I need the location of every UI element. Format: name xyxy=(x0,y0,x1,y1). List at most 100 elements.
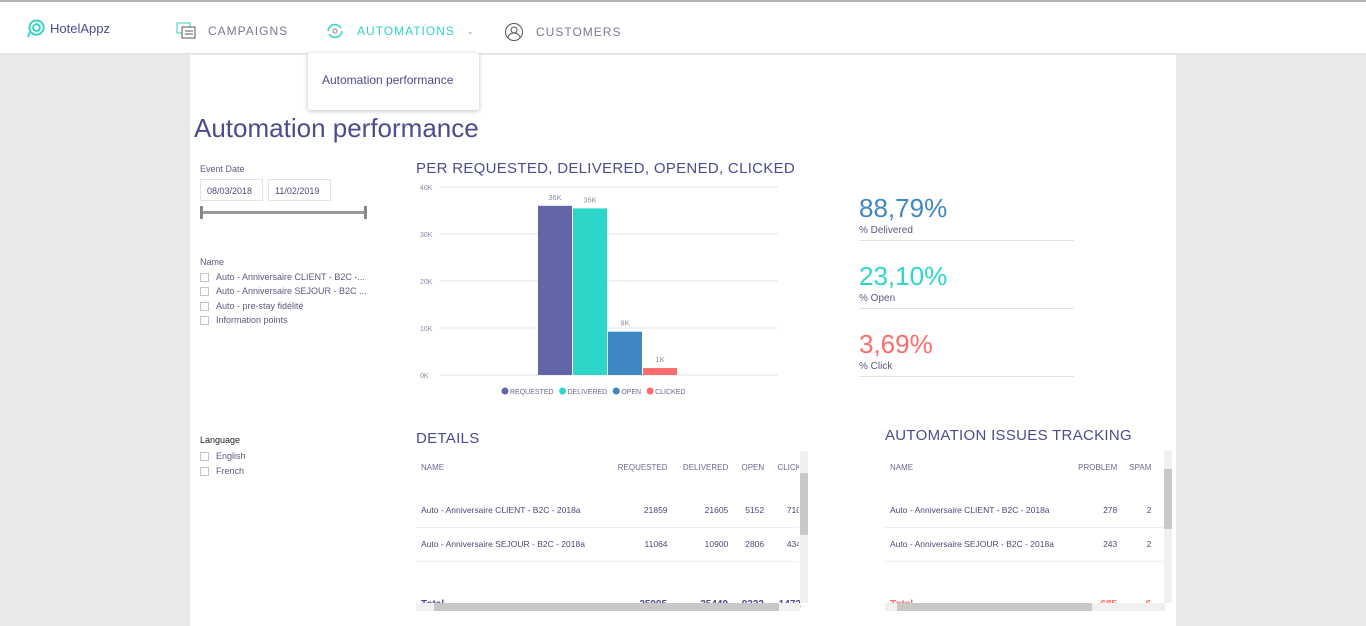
legend-label: CLICKED xyxy=(655,389,685,396)
name-filter-label: Name xyxy=(200,257,225,267)
issues-horizontal-scrollbar[interactable] xyxy=(885,603,1165,611)
cell: Auto - Anniversaire CLIENT - B2C - 2018a xyxy=(885,493,1071,528)
data-label: 36K xyxy=(548,193,561,202)
name-option[interactable]: Auto - Anniversaire SEJOUR - B2C ... xyxy=(200,284,367,298)
data-label: 9K xyxy=(620,319,629,328)
cell: 11064 xyxy=(606,527,673,562)
kpi-label: % Click xyxy=(859,361,893,372)
nav-label: AUTOMATIONS xyxy=(357,24,455,38)
option-label: English xyxy=(216,451,246,461)
total-cell: 6 xyxy=(1122,587,1156,617)
header-row: NAME REQUESTED DELIVERED OPEN CLICK xyxy=(416,451,799,483)
legend-label: REQUESTED xyxy=(510,389,554,396)
kpi-divider xyxy=(859,240,1074,241)
cell: 10900 xyxy=(672,527,734,562)
total-cell: 685 xyxy=(1070,587,1122,617)
menu-item-automation-performance[interactable]: Automation performance xyxy=(322,73,454,87)
date-to-input[interactable]: 11/02/2019 xyxy=(268,179,331,201)
cell: 21605 xyxy=(672,493,734,528)
name-filter-list: Auto - Anniversaire CLIENT - B2C -... Au… xyxy=(200,270,367,327)
kpi-divider xyxy=(859,308,1074,309)
chevron-down-icon: ⌄ xyxy=(466,26,475,36)
date-range-slider[interactable] xyxy=(201,211,367,214)
cell: Auto - Anniversaire CLIENT - B2C - 2018a xyxy=(416,493,607,528)
cell: 2806 xyxy=(733,527,770,562)
y-tick-label: 0K xyxy=(420,373,429,380)
column-header[interactable]: OPEN xyxy=(741,462,765,472)
kpi-divider xyxy=(859,376,1074,377)
issues-table: NAME PROBLEM SPAM UNS Auto - Anniversaire CL… xyxy=(885,451,1163,587)
bar-chart: 0K 10K 20K 30K 40K 36K 35K 9K 1K REQUESTED DELIVER… xyxy=(420,185,778,396)
column-header[interactable]: NAME xyxy=(421,462,445,472)
y-tick-label: 10K xyxy=(420,326,433,333)
language-filter-label: Language xyxy=(200,435,241,445)
top-nav-bar: HotelAppz CAMPAIGNS AUTOMATIONS ⌄ CUSTOM… xyxy=(0,0,1366,54)
column-header[interactable]: DELIVERED xyxy=(682,462,729,472)
nav-customers[interactable]: CUSTOMERS xyxy=(504,22,621,42)
table-row[interactable]: Auto - Anniversaire SEJOUR - B2C - 2018a… xyxy=(885,527,1163,562)
checkbox[interactable] xyxy=(200,273,209,283)
logo[interactable]: HotelAppz xyxy=(27,19,110,38)
details-horizontal-scrollbar[interactable] xyxy=(416,603,800,611)
legend-label: OPEN xyxy=(621,389,641,396)
name-option[interactable]: Auto - pre-stay fidélité xyxy=(200,299,367,313)
kpi-value: 88,79% xyxy=(859,193,948,223)
kpi-value: 3,69% xyxy=(859,329,933,359)
date-from-input[interactable]: 08/03/2018 xyxy=(200,179,263,201)
legend-marker xyxy=(501,387,509,395)
checkbox[interactable] xyxy=(200,287,209,297)
logo-swirl-icon xyxy=(27,19,45,38)
option-label: Information points xyxy=(216,314,288,325)
column-header[interactable]: REQUESTED xyxy=(617,462,668,472)
y-tick-label: 20K xyxy=(420,279,433,286)
total-cell xyxy=(1156,587,1163,617)
page-title: Automation performance xyxy=(194,113,479,143)
total-cell: Total xyxy=(885,587,1070,617)
nav-label: CUSTOMERS xyxy=(536,25,622,39)
nav-campaigns[interactable]: CAMPAIGNS xyxy=(176,22,288,40)
event-date-label: Event Date xyxy=(200,164,245,174)
cell: 21859 xyxy=(606,493,673,528)
issues-title: AUTOMATION ISSUES TRACKING xyxy=(885,427,1133,444)
checkbox[interactable] xyxy=(200,301,209,311)
y-tick-label: 40K xyxy=(420,185,433,192)
checkbox[interactable] xyxy=(200,452,209,462)
checkbox[interactable] xyxy=(200,466,209,476)
cell xyxy=(1156,527,1163,562)
chat-list-icon xyxy=(176,22,196,39)
name-option[interactable]: Auto - Anniversaire CLIENT - B2C -... xyxy=(200,270,367,284)
name-option[interactable]: Information points xyxy=(200,313,367,327)
option-label: French xyxy=(216,465,245,476)
checkbox[interactable] xyxy=(200,316,209,326)
details-vertical-scrollbar[interactable] xyxy=(800,451,808,603)
column-header[interactable]: UNS xyxy=(1156,451,1163,483)
table-row[interactable]: Auto - Anniversaire SEJOUR - B2C - 2018a… xyxy=(416,527,799,562)
automations-dropdown: Automation performance xyxy=(308,53,479,110)
legend-marker xyxy=(559,387,567,395)
slider-handle-start[interactable] xyxy=(200,206,203,219)
column-header[interactable]: PROBLEM xyxy=(1078,462,1118,472)
column-header[interactable]: SPAM xyxy=(1129,462,1152,472)
language-option[interactable]: French xyxy=(200,464,246,479)
nav-label: CAMPAIGNS xyxy=(208,24,289,38)
column-header[interactable]: CLICK xyxy=(777,462,799,472)
language-filter-list: English French xyxy=(200,449,246,478)
option-label: Auto - Anniversaire SEJOUR - B2C ... xyxy=(216,286,367,297)
table-row[interactable]: Auto - Anniversaire CLIENT - B2C - 2018a… xyxy=(416,493,799,528)
data-label: 35K xyxy=(583,195,596,204)
cell: Auto - Anniversaire SEJOUR - B2C - 2018a xyxy=(416,527,607,562)
cell: 243 xyxy=(1070,527,1123,562)
cell: Auto - Anniversaire SEJOUR - B2C - 2018a xyxy=(885,527,1071,562)
cell: 434 xyxy=(769,527,799,562)
slider-handle-end[interactable] xyxy=(364,206,367,219)
table-row[interactable]: Auto - Anniversaire CLIENT - B2C - 2018a… xyxy=(885,493,1163,528)
details-table: NAME REQUESTED DELIVERED OPEN CLICK Auto - An… xyxy=(416,451,799,587)
cell xyxy=(1156,493,1163,528)
column-header[interactable]: NAME xyxy=(890,462,914,472)
details-total: Total359953544992221472 xyxy=(416,587,801,617)
nav-automations[interactable]: AUTOMATIONS ⌄ xyxy=(325,22,475,40)
language-option[interactable]: English xyxy=(200,449,246,464)
cell: 2 xyxy=(1122,527,1157,562)
bar-clicked xyxy=(643,368,677,375)
issues-vertical-scrollbar[interactable] xyxy=(1164,451,1172,603)
